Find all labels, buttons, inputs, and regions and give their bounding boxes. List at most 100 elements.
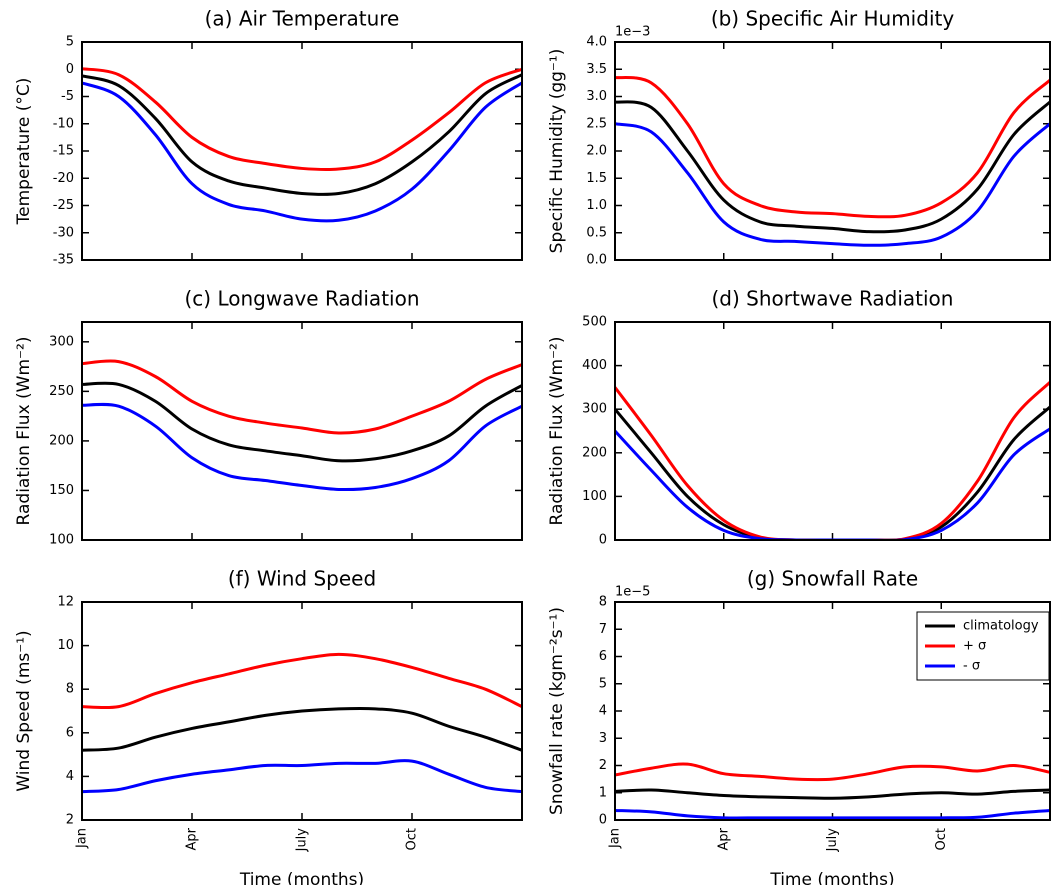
series-line — [615, 75, 1050, 219]
y-axis-label: Snowfall rate (kgm⁻²s⁻¹) — [547, 607, 567, 815]
plot-area — [615, 762, 1050, 820]
plot-area — [615, 381, 1050, 540]
y-axis-label: Temperature (°C) — [14, 78, 34, 226]
series-line — [615, 808, 1050, 820]
series-line — [82, 759, 522, 794]
x-axis-label: Time (months) — [239, 870, 364, 885]
y-tick-label: 1.5 — [586, 171, 607, 186]
x-tick-label: July — [295, 828, 310, 853]
panel-title: (d) Shortwave Radiation — [712, 287, 954, 311]
y-tick-label: 3.0 — [586, 89, 607, 104]
x-tick-label: Oct — [934, 828, 949, 850]
y-tick-label: 150 — [49, 483, 74, 498]
y-tick-label: 100 — [49, 533, 74, 548]
panel: (c) Longwave Radiation Radiation Flux (Wm… — [14, 287, 523, 548]
series-line — [615, 381, 1050, 540]
y-tick-label: -25 — [53, 198, 74, 213]
y-axis-label: Specific Humidity (gg⁻¹) — [547, 49, 567, 254]
x-tick-label: Apr — [185, 827, 200, 850]
series-line — [82, 706, 522, 752]
plot-area — [82, 359, 522, 492]
x-tick-label: Apr — [716, 827, 731, 850]
y-tick-label: 100 — [582, 489, 607, 504]
y-tick-label: 200 — [49, 433, 74, 448]
y-tick-label: 300 — [582, 402, 607, 417]
y-tick-label: 2 — [599, 758, 607, 773]
y-tick-label: 4.0 — [586, 35, 607, 50]
y-tick-label: 500 — [582, 315, 607, 330]
x-tick-label: Oct — [405, 828, 420, 850]
legend-label: - σ — [963, 659, 980, 674]
axes-frame — [614, 601, 1051, 821]
y-tick-label: 2.5 — [586, 116, 607, 131]
axes-frame — [81, 41, 523, 261]
y-tick-label: 300 — [49, 334, 74, 349]
y-tick-label: 0.5 — [586, 225, 607, 240]
series-line — [82, 81, 522, 223]
axes-frame — [81, 321, 523, 541]
legend-label: + σ — [963, 639, 986, 654]
y-tick-label: 400 — [582, 358, 607, 373]
series-line — [615, 788, 1050, 800]
y-tick-label: 10 — [57, 638, 74, 653]
y-tick-label: 200 — [582, 445, 607, 460]
y-tick-label: 6 — [599, 649, 607, 664]
series-line — [82, 359, 522, 435]
y-axis-label: Wind Speed (ms⁻¹) — [14, 630, 34, 791]
panel: (g) Snowfall Rate Snowfall rate (kgm⁻²s⁻¹… — [547, 567, 1051, 885]
x-tick-label: Jan — [608, 828, 623, 849]
y-tick-label: -5 — [61, 89, 74, 104]
y-tick-label: 12 — [57, 595, 74, 610]
y-tick-label: 1.0 — [586, 198, 607, 213]
series-line — [615, 122, 1050, 247]
plot-area — [82, 67, 522, 223]
panel-title: (b) Specific Air Humidity — [711, 7, 955, 31]
y-tick-label: 1 — [599, 785, 607, 800]
y-tick-label: 4 — [66, 769, 74, 784]
axes-frame — [81, 601, 523, 821]
y-offset-label: 1e−3 — [615, 25, 650, 40]
y-tick-label: 5 — [66, 35, 74, 50]
y-tick-label: 0 — [599, 813, 607, 828]
y-axis-label: Radiation Flux (Wm⁻²) — [547, 337, 567, 526]
y-tick-label: -20 — [53, 171, 74, 186]
panel-title: (c) Longwave Radiation — [185, 287, 420, 311]
series-line — [615, 405, 1050, 540]
y-tick-label: -15 — [53, 144, 74, 159]
series-line — [615, 100, 1050, 234]
panel-title: (a) Air Temperature — [205, 7, 400, 31]
y-tick-label: 0 — [599, 533, 607, 548]
y-tick-label: 3 — [599, 731, 607, 746]
y-tick-label: 6 — [66, 725, 74, 740]
panel: (a) Air Temperature Temperature (°C) -35 -3… — [14, 7, 523, 268]
panel: (d) Shortwave Radiation Radiation Flux (W… — [547, 287, 1051, 548]
y-tick-label: 2.0 — [586, 144, 607, 159]
y-tick-label: 4 — [599, 704, 607, 719]
series-line — [82, 67, 522, 172]
panel: (f) Wind Speed Wind Speed (ms⁻¹) 2 4 6 8 10 12 J… — [14, 567, 523, 885]
series-line — [82, 73, 522, 196]
y-tick-label: 7 — [599, 622, 607, 637]
series-line — [615, 762, 1050, 782]
y-tick-label: 8 — [66, 682, 74, 697]
axes-frame — [614, 321, 1051, 541]
y-tick-label: 5 — [599, 676, 607, 691]
y-axis-label: Radiation Flux (Wm⁻²) — [14, 337, 34, 526]
y-tick-label: -10 — [53, 116, 74, 131]
legend-label: climatology — [963, 619, 1039, 634]
plot-area — [82, 652, 522, 794]
series-line — [82, 402, 522, 492]
y-tick-label: -30 — [53, 225, 74, 240]
y-tick-label: 0.0 — [586, 253, 607, 268]
x-tick-label: Jan — [75, 828, 90, 849]
plot-area — [615, 75, 1050, 247]
x-tick-label: July — [825, 828, 840, 853]
y-offset-label: 1e−5 — [615, 585, 650, 600]
series-line — [82, 652, 522, 710]
panel-title: (f) Wind Speed — [228, 567, 376, 591]
axes-frame — [614, 41, 1051, 261]
y-tick-label: 3.5 — [586, 62, 607, 77]
y-tick-label: 8 — [599, 595, 607, 610]
y-tick-label: 0 — [66, 62, 74, 77]
